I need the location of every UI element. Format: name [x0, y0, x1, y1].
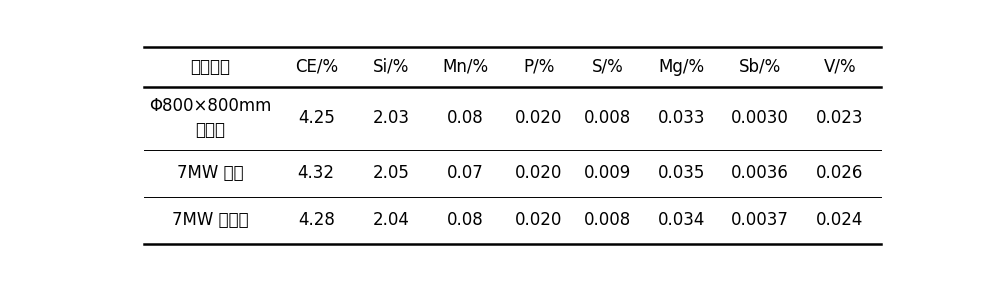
Text: 0.08: 0.08	[447, 109, 484, 127]
Text: 0.0030: 0.0030	[731, 109, 789, 127]
Text: Si/%: Si/%	[373, 58, 409, 76]
Text: 0.008: 0.008	[584, 109, 631, 127]
Text: 0.026: 0.026	[816, 164, 864, 182]
Text: 0.0037: 0.0037	[731, 211, 789, 229]
Text: 0.020: 0.020	[515, 164, 563, 182]
Text: 0.024: 0.024	[816, 211, 864, 229]
Text: 4.25: 4.25	[298, 109, 335, 127]
Text: 0.009: 0.009	[584, 164, 631, 182]
Text: 0.033: 0.033	[658, 109, 705, 127]
Text: 0.020: 0.020	[515, 211, 563, 229]
Text: 2.04: 2.04	[372, 211, 409, 229]
Text: S/%: S/%	[592, 58, 624, 76]
Text: 0.0036: 0.0036	[731, 164, 789, 182]
Text: 2.05: 2.05	[372, 164, 409, 182]
Text: 2.03: 2.03	[372, 109, 409, 127]
Text: 0.020: 0.020	[515, 109, 563, 127]
Text: Mg/%: Mg/%	[658, 58, 705, 76]
Text: Φ800×800mm
圆柱形: Φ800×800mm 圆柱形	[149, 97, 272, 139]
Text: 0.035: 0.035	[658, 164, 705, 182]
Text: V/%: V/%	[824, 58, 856, 76]
Text: 0.07: 0.07	[447, 164, 484, 182]
Text: 7MW 主机架: 7MW 主机架	[172, 211, 249, 229]
Text: 铸件名称: 铸件名称	[191, 58, 231, 76]
Text: 4.28: 4.28	[298, 211, 335, 229]
Text: 0.023: 0.023	[816, 109, 864, 127]
Text: 7MW 轮毂: 7MW 轮毂	[177, 164, 244, 182]
Text: 4.32: 4.32	[298, 164, 335, 182]
Text: 0.008: 0.008	[584, 211, 631, 229]
Text: 0.08: 0.08	[447, 211, 484, 229]
Text: 0.034: 0.034	[658, 211, 705, 229]
Text: Sb/%: Sb/%	[739, 58, 781, 76]
Text: CE/%: CE/%	[295, 58, 338, 76]
Text: Mn/%: Mn/%	[442, 58, 488, 76]
Text: P/%: P/%	[523, 58, 555, 76]
